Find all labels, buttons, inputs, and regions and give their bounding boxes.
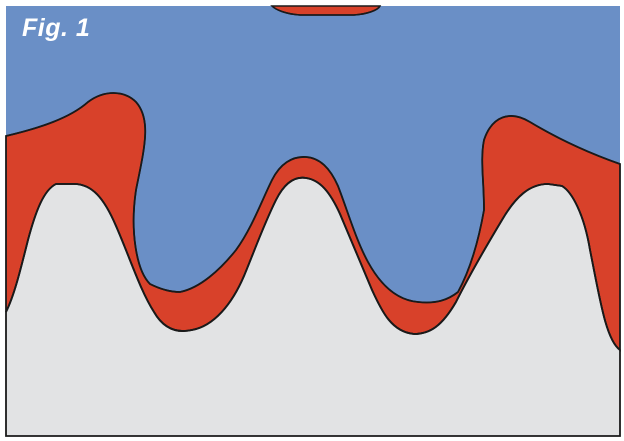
upper-gear-outline	[5, 92, 621, 304]
figure-label: Fig. 1	[22, 14, 91, 42]
lower-gear-outline	[5, 176, 621, 351]
lower-gear-region	[5, 176, 621, 437]
top-lobe-outline	[271, 5, 381, 16]
